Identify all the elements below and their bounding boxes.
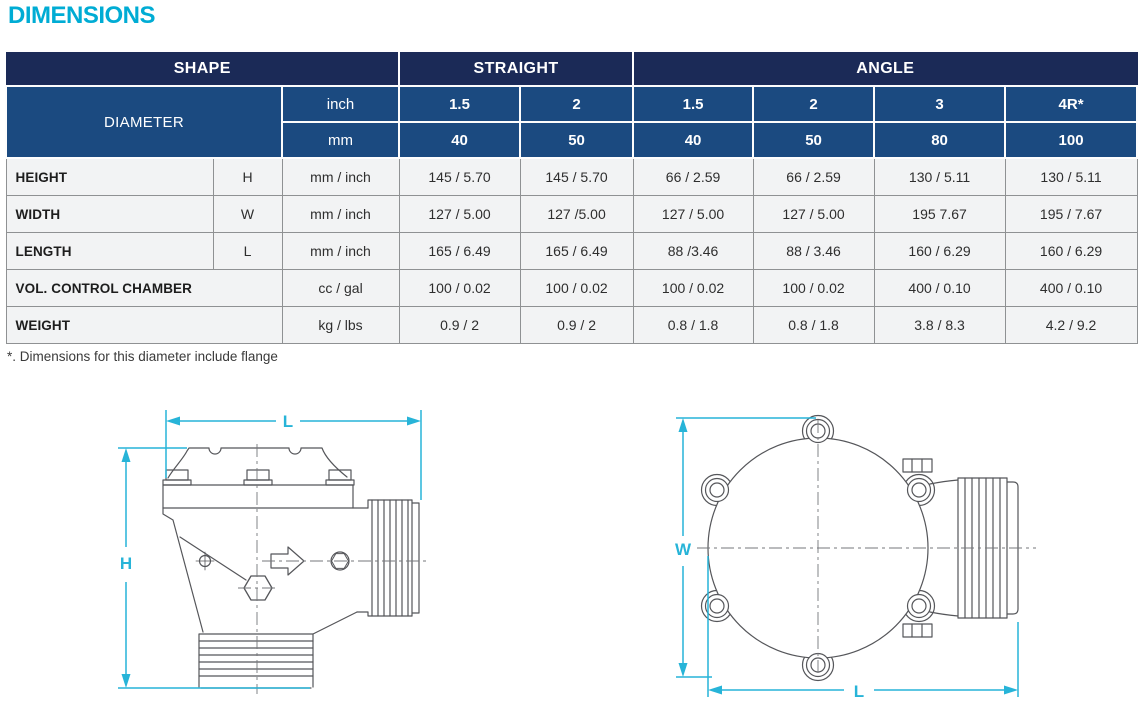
table-cell: 0.9 / 2 <box>398 306 521 344</box>
dimension-arrow-icon <box>1004 685 1018 695</box>
size-mm-cell: 50 <box>519 121 635 159</box>
table-cell: 88 / 3.46 <box>752 232 875 270</box>
bolt-icon <box>162 469 355 486</box>
row-unit: mm / inch <box>281 195 400 233</box>
header-diameter: DIAMETER <box>5 85 283 159</box>
table-cell: 127 / 5.00 <box>752 195 875 233</box>
size-mm-cell: 40 <box>398 121 522 159</box>
table-row-vol-control-chamber: VOL. CONTROL CHAMBER cc / gal 100 / 0.02… <box>5 269 1138 307</box>
table-row-height: HEIGHT H mm / inch 145 / 5.70 145 / 5.70… <box>5 157 1138 196</box>
table-cell: 0.8 / 1.8 <box>752 306 875 344</box>
row-label: WIDTH <box>5 195 214 233</box>
dimension-arrow-icon <box>121 448 131 462</box>
size-inch-cell: 3 <box>873 85 1007 123</box>
row-symbol: W <box>212 195 283 233</box>
row-unit: cc / gal <box>281 269 400 307</box>
dimension-label-length: L <box>854 682 864 700</box>
dimension-arrow-icon <box>678 663 688 677</box>
table-cell: 145 / 5.70 <box>519 157 634 196</box>
table-cell: 165 / 6.49 <box>519 232 634 270</box>
size-mm-cell: 50 <box>752 121 876 159</box>
dimension-label-width: W <box>675 540 692 559</box>
dimension-label-length: L <box>283 412 293 431</box>
dimension-arrow-icon <box>678 418 688 432</box>
row-unit: kg / lbs <box>281 306 400 344</box>
unit-inch-label: inch <box>280 85 401 123</box>
valve-side-view-drawing: L H <box>118 410 430 694</box>
table-cell: 127 /5.00 <box>519 195 634 233</box>
table-group-header-row: SHAPE STRAIGHT ANGLE <box>5 50 1138 87</box>
table-inch-row: DIAMETER inch 1.5 2 1.5 2 3 4R* <box>5 85 1139 159</box>
footnote: *. Dimensions for this diameter include … <box>7 349 278 364</box>
table-cell: 195 7.67 <box>873 195 1006 233</box>
row-unit: mm / inch <box>281 232 400 270</box>
table-cell: 100 / 0.02 <box>752 269 875 307</box>
size-inch-cell: 2 <box>519 85 635 123</box>
unit-mm-label: mm <box>280 121 401 159</box>
header-straight: STRAIGHT <box>398 50 635 87</box>
table-cell: 0.9 / 2 <box>519 306 634 344</box>
table-cell: 130 / 5.11 <box>873 157 1006 196</box>
size-inch-cell: 2 <box>752 85 876 123</box>
dimension-arrow-icon <box>407 416 421 426</box>
table-cell: 88 /3.46 <box>632 232 754 270</box>
table-row-length: LENGTH L mm / inch 165 / 6.49 165 / 6.49… <box>5 232 1138 270</box>
header-angle: ANGLE <box>632 50 1138 87</box>
table-cell: 160 / 6.29 <box>873 232 1006 270</box>
header-shape: SHAPE <box>5 50 401 87</box>
table-cell: 100 / 0.02 <box>398 269 521 307</box>
dimension-arrow-icon <box>708 685 722 695</box>
table-cell: 127 / 5.00 <box>632 195 754 233</box>
dimension-label-height: H <box>120 554 132 573</box>
table-cell: 195 / 7.67 <box>1004 195 1138 233</box>
size-inch-cell: 1.5 <box>632 85 755 123</box>
table-cell: 145 / 5.70 <box>398 157 521 196</box>
table-row-width: WIDTH W mm / inch 127 / 5.00 127 /5.00 1… <box>5 195 1138 233</box>
table-cell: 130 / 5.11 <box>1004 157 1138 196</box>
table-cell: 3.8 / 8.3 <box>873 306 1006 344</box>
table-cell: 100 / 0.02 <box>632 269 754 307</box>
row-label: VOL. CONTROL CHAMBER <box>5 269 283 307</box>
row-symbol: H <box>212 157 283 196</box>
table-cell: 100 / 0.02 <box>519 269 634 307</box>
table-cell: 400 / 0.10 <box>873 269 1006 307</box>
size-mm-cell: 80 <box>873 121 1007 159</box>
dimensions-table: SHAPE STRAIGHT ANGLE DIAMETER inch 1.5 2… <box>5 50 1139 344</box>
row-label: LENGTH <box>5 232 214 270</box>
size-inch-cell: 1.5 <box>398 85 522 123</box>
row-label: HEIGHT <box>5 157 214 196</box>
page-title: DIMENSIONS <box>8 2 156 29</box>
dimension-arrow-icon <box>166 416 180 426</box>
table-cell: 400 / 0.10 <box>1004 269 1138 307</box>
table-cell: 66 / 2.59 <box>632 157 754 196</box>
table-mm-row: mm 40 50 40 50 80 100 <box>6 121 1139 159</box>
size-mm-cell: 40 <box>632 121 755 159</box>
table-cell: 0.8 / 1.8 <box>632 306 754 344</box>
dimension-arrow-icon <box>121 674 131 688</box>
table-cell: 66 / 2.59 <box>752 157 875 196</box>
valve-top-view-drawing: W L <box>675 414 1036 700</box>
table-cell: 165 / 6.49 <box>398 232 521 270</box>
row-label: WEIGHT <box>5 306 283 344</box>
table-cell: 160 / 6.29 <box>1004 232 1138 270</box>
table-cell: 4.2 / 9.2 <box>1004 306 1138 344</box>
table-cell: 127 / 5.00 <box>398 195 521 233</box>
row-unit: mm / inch <box>281 157 400 196</box>
size-inch-cell: 4R* <box>1004 85 1139 123</box>
table-row-weight: WEIGHT kg / lbs 0.9 / 2 0.9 / 2 0.8 / 1.… <box>5 306 1138 344</box>
row-symbol: L <box>212 232 283 270</box>
size-mm-cell: 100 <box>1004 121 1139 159</box>
